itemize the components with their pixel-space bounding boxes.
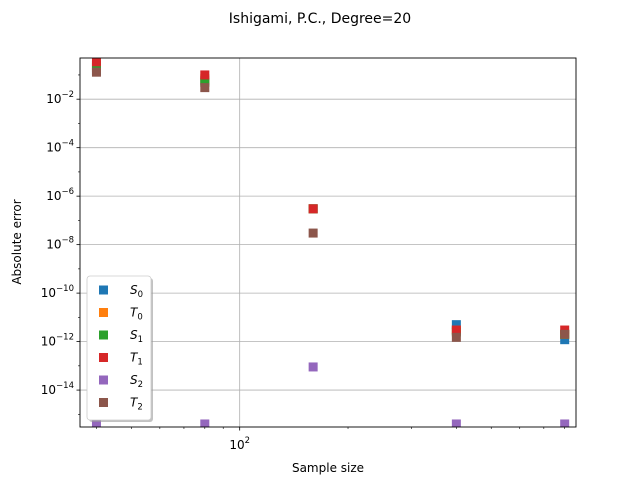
- x-axis-label: Sample size: [292, 461, 364, 475]
- legend-label: S1: [130, 328, 143, 345]
- data-point: [560, 329, 570, 339]
- x-axis-ticks: 102: [96, 427, 565, 452]
- data-points: [91, 58, 570, 427]
- data-point: [451, 320, 461, 330]
- data-point: [308, 204, 318, 214]
- data-point: [91, 419, 101, 427]
- chart-title: Ishigami, P.C., Degree=20: [229, 11, 411, 27]
- data-point: [200, 419, 210, 427]
- legend-marker: [99, 330, 108, 340]
- legend-marker: [99, 398, 108, 407]
- data-point: [560, 419, 570, 427]
- legend-marker: [99, 285, 108, 295]
- data-point: [451, 419, 461, 427]
- data-point: [91, 67, 101, 77]
- legend-marker: [99, 353, 108, 362]
- legend-label: S2: [130, 373, 143, 390]
- plot-frame: [79, 57, 577, 428]
- x-tick-label: 102: [229, 436, 250, 452]
- legend-marker: [99, 375, 108, 385]
- legend-label: S0: [130, 283, 143, 300]
- data-point: [451, 332, 461, 342]
- legend-label: T0: [130, 306, 143, 323]
- grid-lines: [80, 58, 576, 427]
- data-point: [308, 228, 318, 238]
- data-point: [451, 325, 461, 335]
- plot-background: [80, 58, 576, 427]
- series-t2: [91, 67, 570, 342]
- data-point: [308, 362, 318, 372]
- data-point: [560, 335, 570, 345]
- series-s2: [91, 362, 570, 427]
- data-point: [200, 70, 210, 80]
- y-tick-label: 10−14: [41, 381, 74, 397]
- data-point: [91, 58, 101, 67]
- legend-label: T1: [130, 351, 143, 368]
- data-point: [200, 77, 210, 87]
- data-point: [200, 83, 210, 93]
- legend: S0 T0 S1 T1 S2 T2: [86, 275, 153, 422]
- y-tick-label: 10−4: [46, 139, 74, 155]
- y-tick-label: 10−6: [46, 187, 74, 203]
- y-axis-label: Absolute error: [10, 199, 24, 284]
- y-tick-label: 10−12: [41, 333, 74, 349]
- legend-label: T2: [130, 396, 143, 413]
- y-tick-label: 10−2: [46, 90, 74, 106]
- legend-marker: [99, 308, 108, 317]
- y-tick-label: 10−10: [41, 284, 74, 300]
- y-tick-label: 10−8: [46, 236, 74, 252]
- y-axis-ticks: 10−2 10−4 10−6 10−8 10−10 10−12 10−14: [41, 74, 80, 415]
